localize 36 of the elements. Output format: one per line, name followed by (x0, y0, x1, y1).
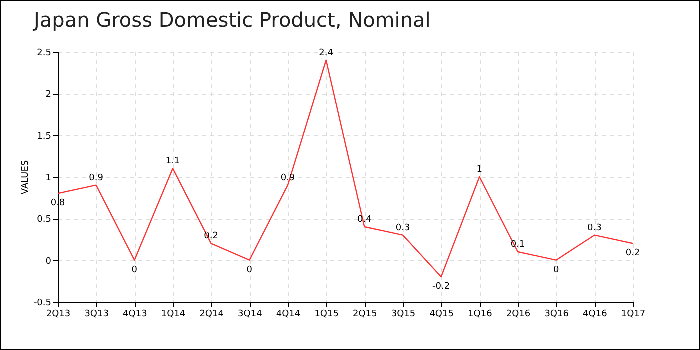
data-label: 1 (476, 165, 483, 175)
data-label: 0.9 (89, 173, 104, 184)
data-label: 0.3 (588, 223, 602, 234)
y-tick-label: 0 (46, 256, 52, 267)
y-tick-label: 1.5 (37, 132, 52, 142)
x-tick-label: 4Q15 (430, 310, 454, 320)
y-tick-label: -0.5 (34, 298, 52, 308)
data-label: 2.4 (319, 48, 334, 58)
x-tick-label: 1Q16 (468, 310, 493, 320)
x-tick-label: 1Q17 (621, 310, 646, 320)
y-axis-title: VALUES (20, 160, 31, 195)
data-label: -0.2 (432, 282, 450, 292)
chart-title: Japan Gross Domestic Product, Nominal (34, 8, 431, 32)
x-tick-label: 3Q13 (84, 310, 109, 320)
x-tick-label: 4Q16 (583, 310, 608, 320)
x-tick-label: 2Q15 (353, 310, 378, 320)
data-label: 0.2 (626, 248, 640, 259)
x-tick-label: 3Q15 (391, 310, 416, 320)
x-tick-label: 3Q14 (238, 310, 263, 320)
data-label: 0 (132, 265, 138, 276)
y-tick-label: 2.5 (37, 48, 52, 58)
data-label: 0 (553, 265, 560, 276)
x-tick-label: 4Q13 (123, 310, 148, 320)
data-label: 1.1 (166, 156, 180, 167)
x-tick-label: 3Q16 (544, 310, 570, 320)
y-tick-label: 1 (46, 174, 52, 184)
data-label: 0 (246, 265, 253, 276)
x-tick-label: 2Q16 (506, 310, 531, 320)
x-tick-label: 2Q14 (200, 310, 224, 320)
data-label: 0.3 (396, 223, 410, 234)
y-tick-label: 2 (46, 90, 52, 100)
x-tick-label: 1Q15 (314, 310, 339, 320)
x-tick-label: 2Q13 (46, 310, 71, 320)
x-tick-label: 1Q14 (161, 310, 186, 320)
y-tick-label: 0.5 (37, 215, 52, 226)
x-tick-label: 4Q14 (276, 310, 301, 320)
